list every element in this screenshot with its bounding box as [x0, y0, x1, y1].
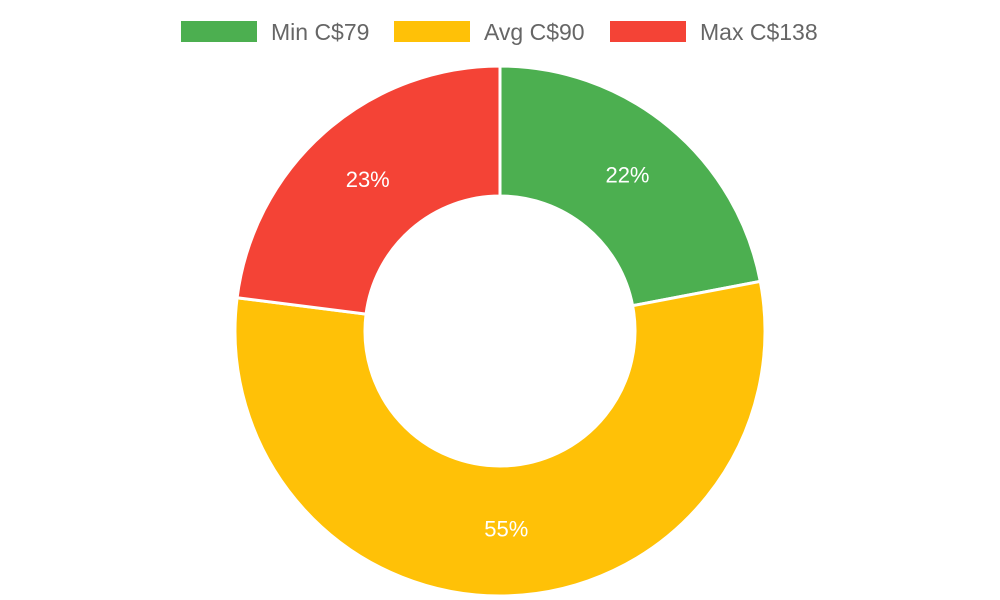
- legend-swatch-avg: [394, 21, 470, 42]
- legend-label-avg: Avg C$90: [484, 19, 585, 45]
- legend-label-max: Max C$138: [700, 19, 818, 45]
- legend-item-avg[interactable]: Avg C$90: [394, 19, 585, 45]
- slice-max[interactable]: [235, 64, 502, 316]
- chart-legend: Min C$79 Avg C$90 Max C$138: [181, 19, 818, 45]
- slice-min[interactable]: [498, 64, 763, 308]
- slice-avg[interactable]: [233, 279, 767, 598]
- legend-swatch-max: [610, 21, 686, 42]
- legend-item-max[interactable]: Max C$138: [610, 19, 818, 45]
- legend-label-min: Min C$79: [271, 19, 369, 45]
- doughnut-slices: [233, 64, 767, 598]
- slice-label-max: 23%: [346, 167, 390, 192]
- slice-label-avg: 55%: [484, 517, 528, 542]
- legend-item-min[interactable]: Min C$79: [181, 19, 369, 45]
- slice-label-min: 22%: [605, 163, 649, 188]
- slice-labels: 22% 55% 23%: [346, 163, 650, 542]
- legend-swatch-min: [181, 21, 257, 42]
